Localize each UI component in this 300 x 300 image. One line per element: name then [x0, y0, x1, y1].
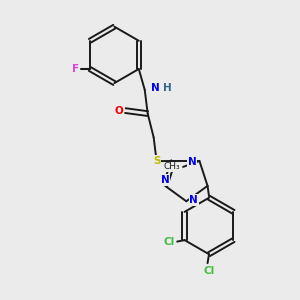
- Text: N: N: [161, 175, 170, 185]
- Text: H: H: [163, 83, 171, 93]
- Text: N: N: [151, 83, 160, 93]
- Text: CH₃: CH₃: [164, 162, 180, 171]
- Text: F: F: [72, 64, 80, 74]
- Text: N: N: [188, 158, 196, 167]
- Text: Cl: Cl: [203, 266, 215, 277]
- Text: O: O: [115, 106, 123, 116]
- Text: Cl: Cl: [163, 237, 174, 247]
- Text: S: S: [153, 156, 160, 166]
- Text: N: N: [189, 195, 198, 205]
